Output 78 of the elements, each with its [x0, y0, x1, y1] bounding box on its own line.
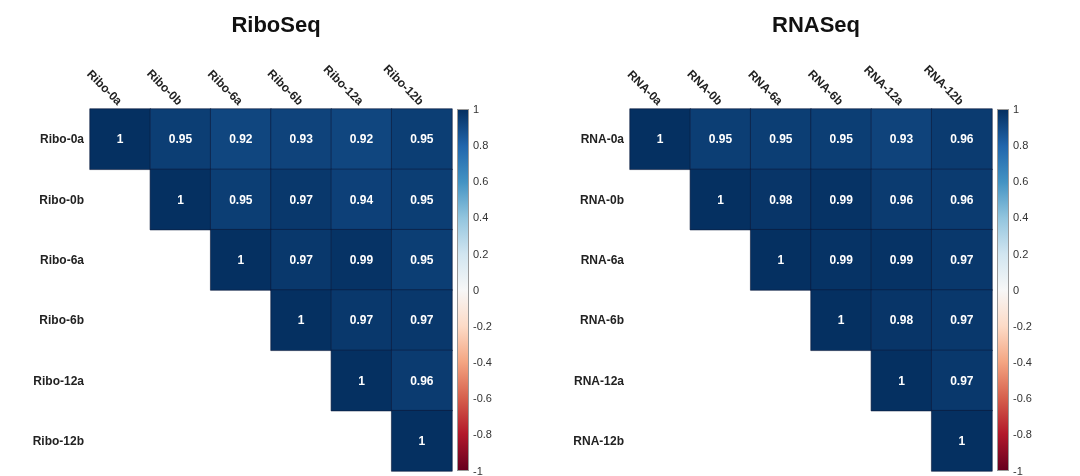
- y-tick-label: RNA-12a: [573, 373, 625, 388]
- color-bar-label: -1: [473, 464, 483, 476]
- color-bar-label: 0.6: [1013, 175, 1029, 188]
- color-bar-label: -1: [1013, 464, 1023, 476]
- y-tick-label: RNA-6a: [580, 252, 625, 267]
- color-bar-label: 0.2: [1013, 247, 1029, 260]
- color-bar-label: -0.8: [473, 428, 492, 441]
- data-label: 0.98: [769, 192, 793, 207]
- y-tick-label: RNA-0b: [580, 192, 624, 207]
- color-bar-label: 1: [473, 103, 480, 115]
- y-tick-label: Ribo-6a: [39, 252, 85, 267]
- color-bar-label: 0.4: [473, 211, 489, 224]
- data-label: 0.94: [349, 192, 374, 207]
- data-label: 1: [898, 373, 906, 388]
- data-label: 0.95: [229, 192, 253, 207]
- y-tick-label: Ribo-0a: [39, 132, 85, 147]
- data-label: 0.96: [950, 132, 974, 147]
- color-bar-label: -0.6: [473, 392, 492, 405]
- data-label: 0.92: [229, 132, 253, 147]
- data-label: 1: [358, 373, 366, 388]
- color-bar-label: -0.6: [1013, 392, 1032, 405]
- data-label: 0.98: [889, 313, 914, 328]
- chart-title: RNASeq: [771, 11, 861, 37]
- data-label: 0.95: [410, 132, 434, 147]
- y-tick-label: Ribo-6b: [39, 313, 84, 328]
- data-label: 0.96: [410, 373, 434, 388]
- data-label: 0.97: [410, 313, 434, 328]
- data-label: 1: [297, 313, 305, 328]
- data-label: 0.97: [289, 192, 314, 207]
- color-bar-label: 0.4: [1013, 211, 1029, 224]
- data-label: 0.92: [349, 132, 374, 147]
- color-bar-label: 0: [1013, 283, 1020, 296]
- data-label: 0.99: [349, 252, 374, 267]
- data-label: 1: [777, 252, 785, 267]
- data-label: 0.99: [889, 252, 914, 267]
- data-label: 0.97: [950, 252, 974, 267]
- data-label: 1: [656, 132, 664, 147]
- y-tick-label: RNA-0a: [580, 132, 625, 147]
- y-tick-label: Ribo-0b: [39, 192, 84, 207]
- color-bar-label: -0.2: [1013, 319, 1032, 332]
- color-bar-label: 1: [1013, 103, 1020, 115]
- y-tick-label: Ribo-12a: [33, 373, 85, 388]
- color-bar-label: -0.2: [473, 319, 492, 332]
- data-label: 1: [958, 433, 966, 448]
- data-label: 0.95: [410, 192, 434, 207]
- data-label: 1: [837, 313, 845, 328]
- data-label: 0.97: [289, 252, 314, 267]
- data-label: 1: [116, 132, 124, 147]
- color-bar-label: 0.8: [473, 139, 489, 152]
- color-bar-label: -0.8: [1013, 428, 1032, 441]
- chart-title: RiboSeq: [231, 11, 321, 37]
- color-bar-label: 0: [473, 283, 480, 296]
- color-bar-label: 0.8: [1013, 139, 1029, 152]
- color-bar-label: -0.4: [1013, 356, 1032, 369]
- y-tick-label: RNA-12b: [573, 433, 624, 448]
- data-label: 0.95: [168, 132, 193, 147]
- data-label: 0.93: [289, 132, 314, 147]
- data-label: 0.95: [769, 132, 793, 147]
- data-label: 0.95: [829, 132, 854, 147]
- data-label: 1: [237, 252, 245, 267]
- data-label: 0.97: [349, 313, 374, 328]
- data-label: 1: [717, 192, 725, 207]
- y-tick-label: Ribo-12b: [32, 433, 84, 448]
- data-label: 0.99: [829, 192, 854, 207]
- data-label: 1: [418, 433, 426, 448]
- data-label: 0.97: [950, 373, 974, 388]
- color-bar-label: -0.4: [473, 356, 492, 369]
- data-label: 0.99: [829, 252, 854, 267]
- data-label: 1: [177, 192, 185, 207]
- color-bar-label: 0.6: [473, 175, 489, 188]
- data-label: 0.96: [950, 192, 974, 207]
- color-bar-label: 0.2: [473, 247, 489, 260]
- data-label: 0.97: [950, 313, 974, 328]
- data-label: 0.96: [889, 192, 914, 207]
- data-label: 0.95: [708, 132, 733, 147]
- data-label: 0.93: [889, 132, 914, 147]
- y-tick-label: RNA-6b: [580, 313, 624, 328]
- data-label: 0.95: [410, 252, 434, 267]
